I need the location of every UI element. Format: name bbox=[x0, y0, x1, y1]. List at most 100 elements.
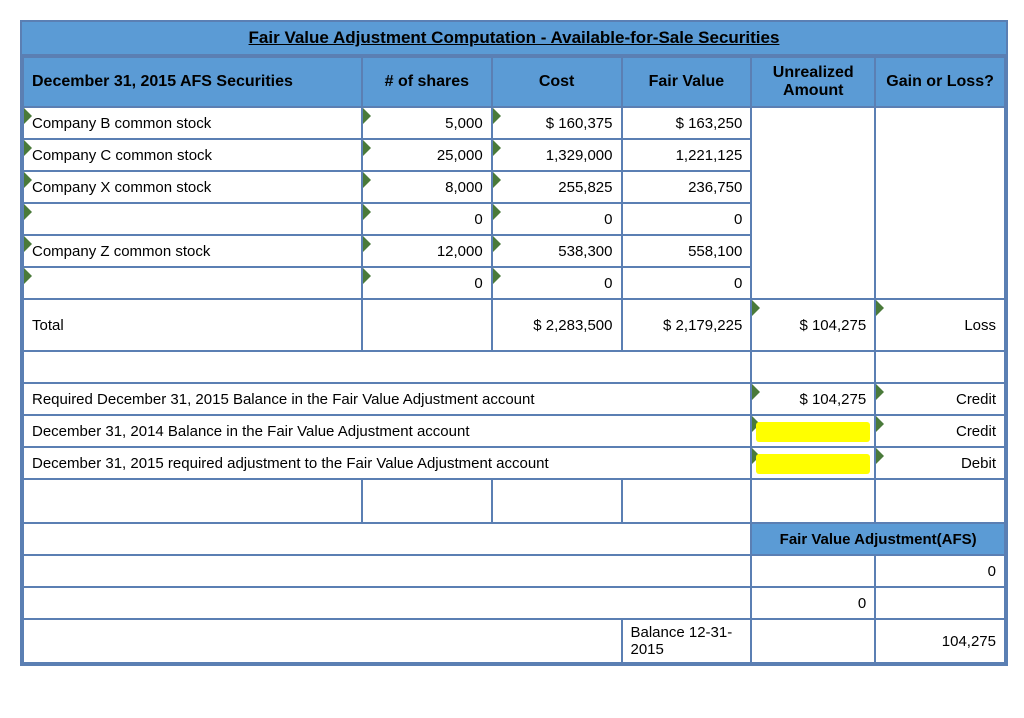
gl-cell[interactable] bbox=[875, 267, 1005, 299]
adjustment-row: December 31, 2014 Balance in the Fair Va… bbox=[23, 415, 1005, 447]
cost-cell[interactable]: 0 bbox=[604, 275, 612, 292]
adj-amount[interactable]: $ 104,275 bbox=[799, 391, 866, 408]
flag-icon bbox=[24, 204, 32, 220]
security-name[interactable]: Company C common stock bbox=[32, 147, 212, 164]
worksheet: Fair Value Adjustment Computation - Avai… bbox=[20, 20, 1008, 666]
afs-row: 0 bbox=[23, 555, 1005, 587]
highlight-mark bbox=[756, 454, 870, 474]
flag-icon bbox=[876, 416, 884, 432]
gl-cell[interactable] bbox=[875, 107, 1005, 139]
flag-icon bbox=[493, 268, 501, 284]
shares-cell[interactable]: 0 bbox=[474, 275, 482, 292]
cost-cell[interactable]: 1,329,000 bbox=[546, 147, 613, 164]
flag-icon bbox=[363, 172, 371, 188]
col-shares: # of shares bbox=[362, 57, 492, 107]
flag-icon bbox=[876, 448, 884, 464]
afs-right[interactable]: 0 bbox=[875, 555, 1005, 587]
table-row: Company Z common stock 12,000 538,300 55… bbox=[23, 235, 1005, 267]
ua-cell[interactable] bbox=[751, 203, 875, 235]
ua-cell[interactable] bbox=[751, 107, 875, 139]
flag-icon bbox=[493, 236, 501, 252]
adjustment-row: Required December 31, 2015 Balance in th… bbox=[23, 383, 1005, 415]
total-cost: $ 2,283,500 bbox=[492, 299, 622, 351]
flag-icon bbox=[363, 268, 371, 284]
fv-cell[interactable]: 1,221,125 bbox=[676, 147, 743, 164]
fv-cell[interactable]: $ 163,250 bbox=[676, 115, 743, 132]
total-shares bbox=[362, 299, 492, 351]
afs-right[interactable] bbox=[875, 587, 1005, 619]
gl-cell[interactable] bbox=[875, 171, 1005, 203]
security-name[interactable]: Company Z common stock bbox=[32, 243, 210, 260]
table-row: Company X common stock 8,000 255,825 236… bbox=[23, 171, 1005, 203]
table-row: Company C common stock 25,000 1,329,000 … bbox=[23, 139, 1005, 171]
total-label: Total bbox=[23, 299, 362, 351]
col-gain-loss: Gain or Loss? bbox=[875, 57, 1005, 107]
col-cost: Cost bbox=[492, 57, 622, 107]
shares-cell[interactable]: 12,000 bbox=[437, 243, 483, 260]
security-name[interactable]: Company B common stock bbox=[32, 115, 211, 132]
afs-left[interactable]: 0 bbox=[751, 587, 875, 619]
ua-cell[interactable] bbox=[751, 139, 875, 171]
adj-drcr[interactable]: Debit bbox=[961, 455, 996, 472]
table-row: 0 0 0 bbox=[23, 203, 1005, 235]
flag-icon bbox=[24, 236, 32, 252]
securities-table: December 31, 2015 AFS Securities # of sh… bbox=[22, 56, 1006, 664]
gl-cell[interactable] bbox=[875, 235, 1005, 267]
shares-cell[interactable]: 8,000 bbox=[445, 179, 483, 196]
adj-text: December 31, 2015 required adjustment to… bbox=[23, 447, 751, 479]
total-gl[interactable]: Loss bbox=[964, 317, 996, 334]
afs-header-row: Fair Value Adjustment(AFS) bbox=[23, 523, 1005, 555]
shares-cell[interactable]: 25,000 bbox=[437, 147, 483, 164]
title-text: Fair Value Adjustment Computation - Avai… bbox=[249, 28, 780, 47]
flag-icon bbox=[493, 140, 501, 156]
col-securities: December 31, 2015 AFS Securities bbox=[23, 57, 362, 107]
flag-icon bbox=[24, 140, 32, 156]
cost-cell[interactable]: 0 bbox=[604, 211, 612, 228]
flag-icon bbox=[876, 300, 884, 316]
total-row: Total $ 2,283,500 $ 2,179,225 $ 104,275 … bbox=[23, 299, 1005, 351]
afs-left[interactable] bbox=[751, 555, 875, 587]
afs-balance-left[interactable] bbox=[751, 619, 875, 663]
fv-cell[interactable]: 0 bbox=[734, 275, 742, 292]
flag-icon bbox=[493, 204, 501, 220]
gl-cell[interactable] bbox=[875, 203, 1005, 235]
flag-icon bbox=[493, 172, 501, 188]
highlight-mark bbox=[756, 422, 870, 442]
flag-icon bbox=[493, 108, 501, 124]
flag-icon bbox=[363, 236, 371, 252]
col-fair-value: Fair Value bbox=[622, 57, 752, 107]
total-ua[interactable]: $ 104,275 bbox=[799, 317, 866, 334]
col-unrealized: Unrealized Amount bbox=[751, 57, 875, 107]
fv-cell[interactable]: 236,750 bbox=[688, 179, 742, 196]
total-fv: $ 2,179,225 bbox=[622, 299, 752, 351]
ua-cell[interactable] bbox=[751, 267, 875, 299]
flag-icon bbox=[24, 268, 32, 284]
adj-drcr[interactable]: Credit bbox=[956, 423, 996, 440]
flag-icon bbox=[876, 384, 884, 400]
ua-cell[interactable] bbox=[751, 171, 875, 203]
security-name[interactable]: Company X common stock bbox=[32, 179, 211, 196]
ua-cell[interactable] bbox=[751, 235, 875, 267]
adj-text: Required December 31, 2015 Balance in th… bbox=[23, 383, 751, 415]
gl-cell[interactable] bbox=[875, 139, 1005, 171]
fv-cell[interactable]: 0 bbox=[734, 211, 742, 228]
afs-header: Fair Value Adjustment(AFS) bbox=[751, 523, 1005, 555]
shares-cell[interactable]: 5,000 bbox=[445, 115, 483, 132]
flag-icon bbox=[363, 108, 371, 124]
afs-balance-label: Balance 12-31-2015 bbox=[622, 619, 752, 663]
adj-drcr[interactable]: Credit bbox=[956, 391, 996, 408]
flag-icon bbox=[752, 384, 760, 400]
title-row: Fair Value Adjustment Computation - Avai… bbox=[22, 22, 1006, 56]
adjustment-row: December 31, 2015 required adjustment to… bbox=[23, 447, 1005, 479]
cost-cell[interactable]: 255,825 bbox=[558, 179, 612, 196]
table-row: Company B common stock 5,000 $ 160,375 $… bbox=[23, 107, 1005, 139]
shares-cell[interactable]: 0 bbox=[474, 211, 482, 228]
afs-balance-row: Balance 12-31-2015 104,275 bbox=[23, 619, 1005, 663]
cost-cell[interactable]: $ 160,375 bbox=[546, 115, 613, 132]
flag-icon bbox=[24, 108, 32, 124]
afs-balance-value[interactable]: 104,275 bbox=[875, 619, 1005, 663]
flag-icon bbox=[363, 204, 371, 220]
afs-row: 0 bbox=[23, 587, 1005, 619]
cost-cell[interactable]: 538,300 bbox=[558, 243, 612, 260]
fv-cell[interactable]: 558,100 bbox=[688, 243, 742, 260]
